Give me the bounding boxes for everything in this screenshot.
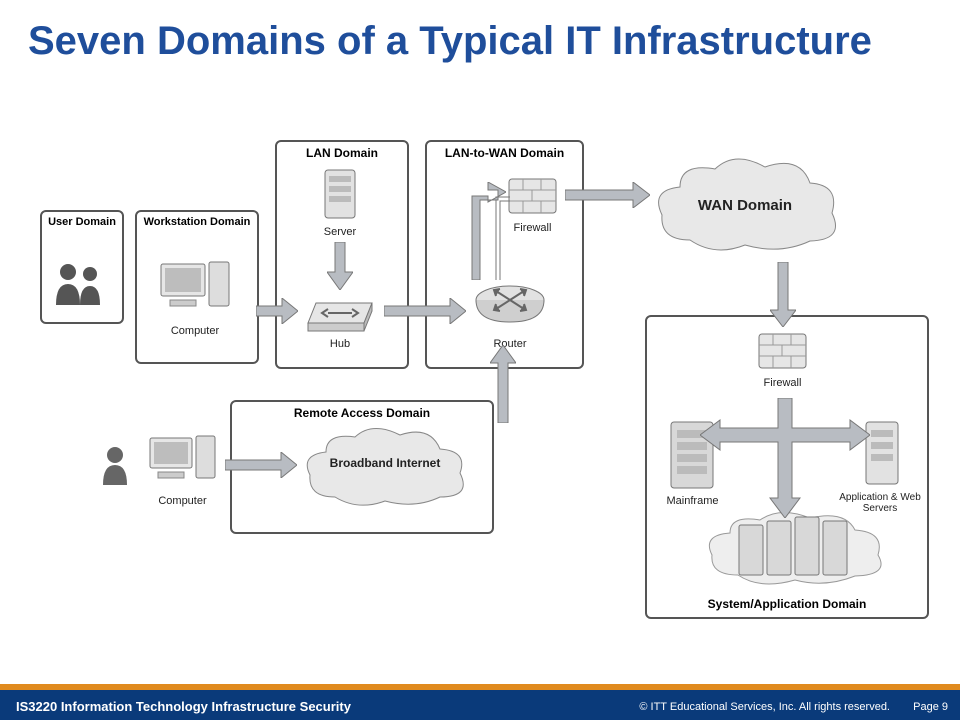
slide-title: Seven Domains of a Typical IT Infrastruc… <box>28 18 872 64</box>
firewall-icon <box>505 175 560 220</box>
hub-icon <box>300 295 380 335</box>
diagram-canvas: User Domain Workstation Domain LAN Domai… <box>0 120 960 660</box>
broadband-cloud-label: Broadband Internet <box>300 457 470 470</box>
person-icon <box>100 445 130 485</box>
workstation-domain-label: Workstation Domain <box>137 216 257 228</box>
sysapp-domain-label: System/Application Domain <box>647 597 927 611</box>
firewall2-label: Firewall <box>750 377 815 389</box>
firewall2-icon <box>755 330 810 375</box>
arrow-cloud-router <box>490 345 516 423</box>
router-icon <box>470 280 550 335</box>
wan-cloud-label: WAN Domain <box>650 197 840 214</box>
remote-pc-icon <box>145 435 220 490</box>
arrow-fw-wan <box>565 182 650 208</box>
arrow-fw2-cross <box>700 398 870 518</box>
server-icon <box>315 168 365 223</box>
server-label: Server <box>305 226 375 238</box>
remote-pc-label: Computer <box>145 495 220 507</box>
user-domain-label: User Domain <box>42 216 122 228</box>
lan-domain-label: LAN Domain <box>277 146 407 160</box>
ws-pc-label: Computer <box>155 325 235 337</box>
arrow-remote-pc-cloud <box>225 452 297 478</box>
wan-cloud-icon: WAN Domain <box>650 155 840 265</box>
footer-page: Page 9 <box>913 701 948 713</box>
arrow-ws-hub <box>256 298 298 324</box>
people-icon <box>50 260 110 305</box>
footer: IS3220 Information Technology Infrastruc… <box>0 672 960 720</box>
footer-copyright: © ITT Educational Services, Inc. All rig… <box>639 701 890 713</box>
arrow-wan-fw2 <box>770 262 796 327</box>
lan2wan-domain-label: LAN-to-WAN Domain <box>427 146 582 160</box>
hub-label: Hub <box>300 338 380 350</box>
slide: Seven Domains of a Typical IT Infrastruc… <box>0 0 960 720</box>
broadband-cloud-icon: Broadband Internet <box>300 425 470 515</box>
arrow-server-hub <box>327 242 353 290</box>
arrow-hub-router <box>384 298 466 324</box>
footer-course: IS3220 Information Technology Infrastruc… <box>16 699 351 714</box>
pc-icon <box>155 260 235 320</box>
server-cluster-icon <box>735 515 855 580</box>
arrow-router-fw2 <box>458 182 506 280</box>
remote-domain-label: Remote Access Domain <box>232 406 492 420</box>
